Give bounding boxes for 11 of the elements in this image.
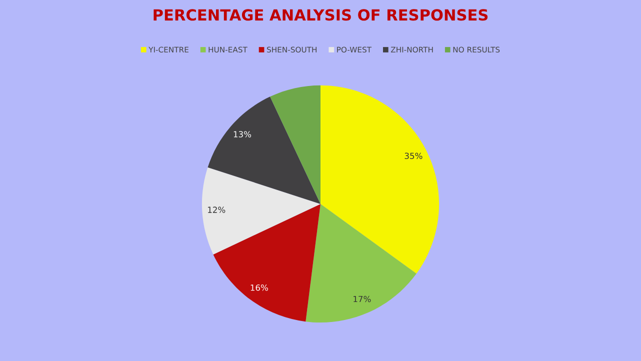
data-label: 12% [208,206,226,213]
pie-slice [306,204,416,323]
pie-slice [208,96,320,204]
data-label: 17% [354,296,371,302]
chart-title: PERCENTAGE ANALYSIS OF RESPONSES [154,9,488,21]
pie-slice [320,85,440,274]
data-label: 16% [250,284,268,291]
data-label: 35% [404,152,422,160]
pie-slice [270,85,320,204]
pie-slice [202,167,320,254]
data-label: 13% [234,131,252,138]
